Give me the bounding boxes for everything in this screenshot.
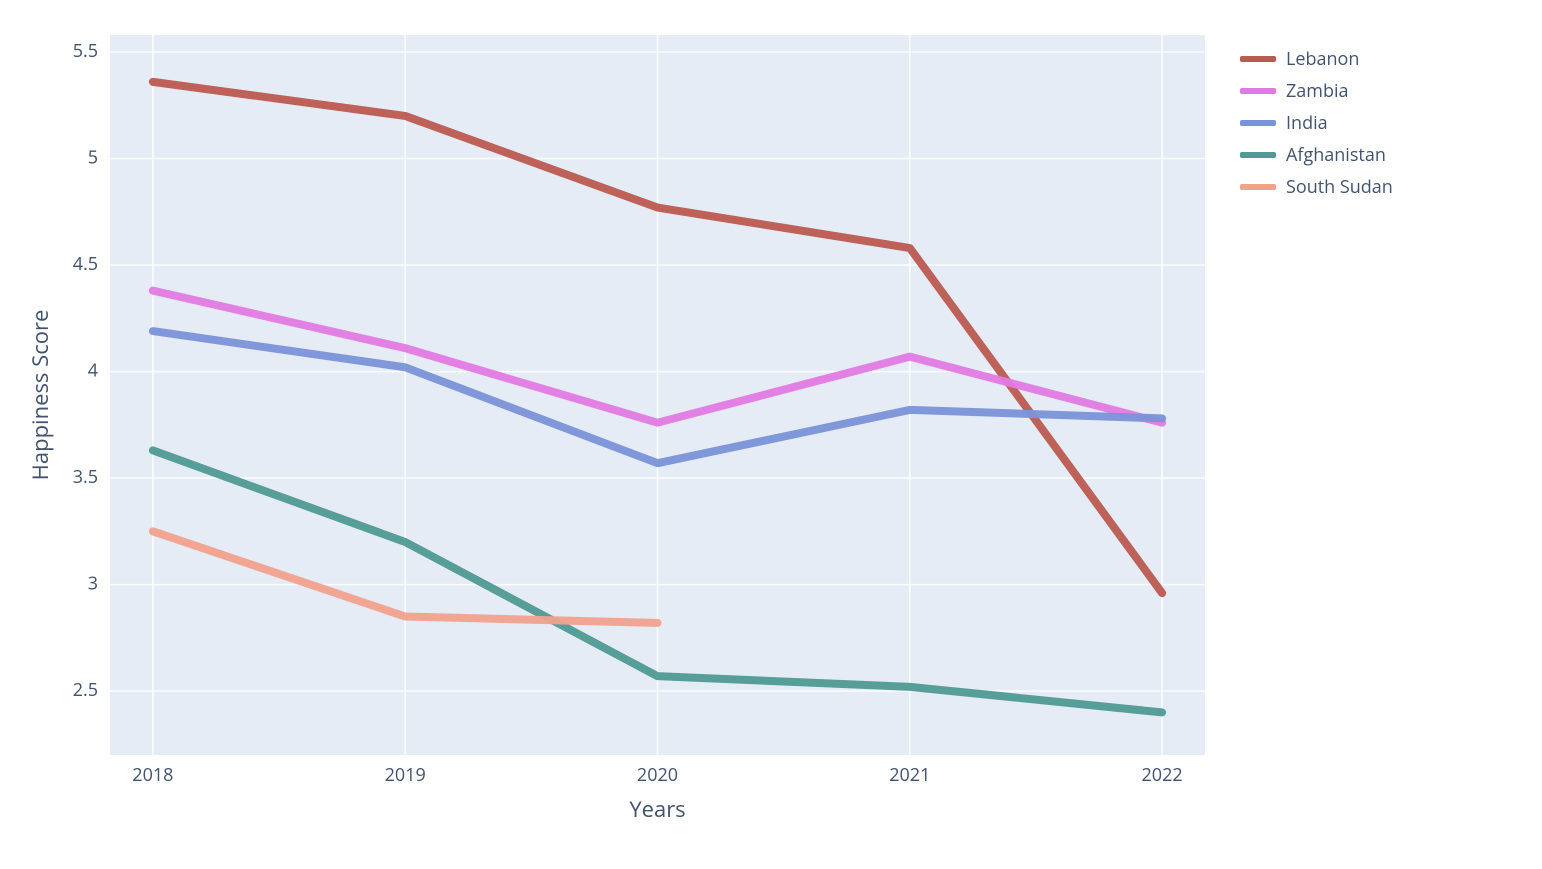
legend-label: Afghanistan (1286, 143, 1386, 167)
legend: Lebanon Zambia India Afghanistan South Sudan (1240, 47, 1393, 199)
legend-label: Zambia (1286, 79, 1349, 103)
x-tick-label: 2020 (637, 763, 678, 787)
legend-swatch (1240, 56, 1276, 62)
y-axis-title: Happiness Score (25, 310, 55, 481)
y-axis-ticks: 2.5 3 3.5 4 4.5 5 5.5 (73, 39, 98, 702)
legend-swatch (1240, 152, 1276, 158)
y-tick-label: 5.5 (73, 39, 98, 63)
y-tick-label: 4 (88, 358, 98, 382)
x-tick-label: 2019 (385, 763, 426, 787)
legend-swatch (1240, 120, 1276, 126)
legend-item[interactable]: India (1240, 111, 1328, 135)
legend-swatch (1240, 88, 1276, 94)
legend-item[interactable]: Zambia (1240, 79, 1349, 103)
y-tick-label: 2.5 (73, 678, 98, 702)
x-tick-label: 2022 (1142, 763, 1183, 787)
happiness-line-chart: 2.5 3 3.5 4 4.5 5 5.5 2018 2019 2020 2021 2022 Happi… (0, 0, 1542, 869)
legend-item[interactable]: Afghanistan (1240, 143, 1386, 167)
x-tick-label: 2021 (889, 763, 930, 787)
y-tick-label: 3.5 (73, 465, 98, 489)
legend-item[interactable]: Lebanon (1240, 47, 1359, 71)
x-axis-ticks: 2018 2019 2020 2021 2022 (132, 763, 1182, 787)
legend-label: India (1286, 111, 1328, 135)
y-tick-label: 3 (88, 571, 98, 595)
legend-label: South Sudan (1286, 175, 1393, 199)
y-tick-label: 5 (88, 145, 98, 169)
x-axis-title: Years (629, 794, 685, 824)
legend-item[interactable]: South Sudan (1240, 175, 1393, 199)
legend-label: Lebanon (1286, 47, 1359, 71)
x-tick-label: 2018 (132, 763, 173, 787)
chart-svg: 2.5 3 3.5 4 4.5 5 5.5 2018 2019 2020 2021 2022 Happi… (0, 0, 1542, 869)
legend-swatch (1240, 184, 1276, 190)
y-tick-label: 4.5 (73, 252, 98, 276)
